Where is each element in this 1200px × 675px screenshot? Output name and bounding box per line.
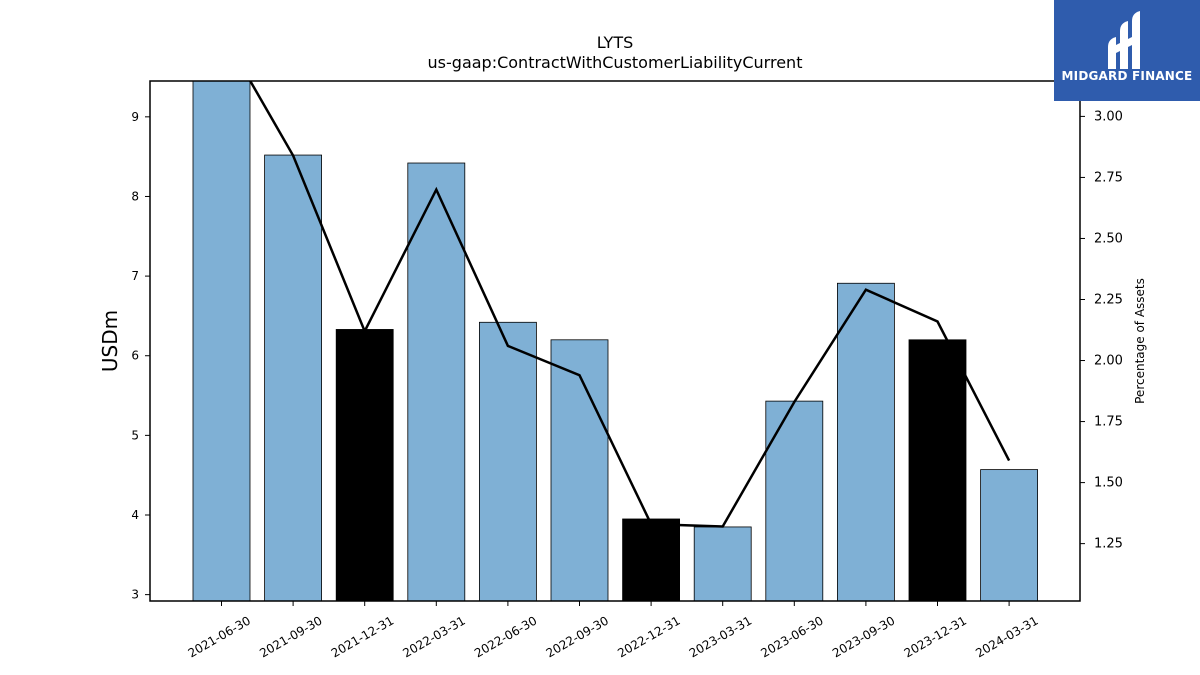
y-axis-left: 3 4 5 6 7 8 9 — [131, 110, 150, 602]
bar — [765, 400, 824, 602]
bar — [837, 282, 895, 602]
y-right-tick-label: 3.00 — [1094, 109, 1123, 124]
bar — [622, 518, 680, 602]
x-tick-label: 2023-06-30 — [758, 613, 825, 660]
y-axis-right: 1.25 1.50 1.75 2.00 2.25 2.50 2.75 3.00 — [1080, 109, 1123, 552]
bar — [192, 80, 251, 602]
bar — [478, 321, 537, 602]
y-tick-label: 9 — [131, 110, 139, 124]
x-tick-label: 2023-12-31 — [902, 613, 969, 660]
bar — [550, 339, 609, 602]
x-tick-label: 2023-09-30 — [830, 613, 897, 660]
y-tick-label: 7 — [131, 269, 139, 283]
y-tick-label: 6 — [131, 349, 139, 363]
brand-logo: MIDGARD FINANCE — [1054, 0, 1200, 101]
midgard-logo-icon — [1108, 11, 1140, 69]
chart-title: LYTS — [597, 33, 634, 52]
y-right-tick-label: 2.50 — [1094, 231, 1123, 246]
x-tick-label: 2021-06-30 — [186, 613, 253, 660]
x-tick-label: 2024-03-31 — [973, 613, 1040, 660]
x-tick-label: 2022-03-31 — [400, 613, 467, 660]
bar — [335, 329, 394, 602]
bar-group — [192, 80, 1038, 602]
y-right-tick-label: 2.00 — [1094, 354, 1123, 369]
y-right-tick-label: 1.25 — [1094, 537, 1123, 552]
y-right-tick-label: 1.50 — [1094, 476, 1123, 491]
y-tick-label: 3 — [131, 588, 139, 602]
plot-frame — [149, 80, 1081, 602]
x-tick-label: 2022-09-30 — [544, 613, 611, 660]
y-right-tick-label: 1.75 — [1094, 415, 1123, 430]
x-tick-label: 2022-12-31 — [615, 613, 682, 660]
x-tick-label: 2022-06-30 — [472, 613, 539, 660]
percentage-line — [248, 81, 1011, 528]
y-right-tick-label: 2.25 — [1094, 292, 1123, 307]
brand-name: MIDGARD FINANCE — [1061, 69, 1193, 83]
y-tick-label: 4 — [131, 508, 139, 522]
y-axis-right-label: Percentage of Assets — [1133, 278, 1147, 404]
bar — [980, 469, 1038, 602]
y-axis-left-label: USDm — [98, 310, 122, 372]
bar — [908, 339, 967, 602]
x-tick-label: 2023-03-31 — [687, 613, 754, 660]
bar — [693, 526, 752, 602]
y-right-tick-label: 2.75 — [1094, 170, 1123, 185]
bar — [264, 154, 323, 602]
y-tick-label: 8 — [131, 189, 139, 203]
x-tick-label: 2021-12-31 — [329, 613, 396, 660]
y-tick-label: 5 — [131, 428, 139, 442]
x-tick-label: 2021-09-30 — [257, 613, 324, 660]
bar — [407, 162, 466, 602]
x-axis: 2021-06-30 2021-09-30 2021-12-31 2022-03-31… — [186, 601, 1041, 660]
chart-subtitle: us-gaap:ContractWithCustomerLiabilityCur… — [428, 53, 803, 72]
